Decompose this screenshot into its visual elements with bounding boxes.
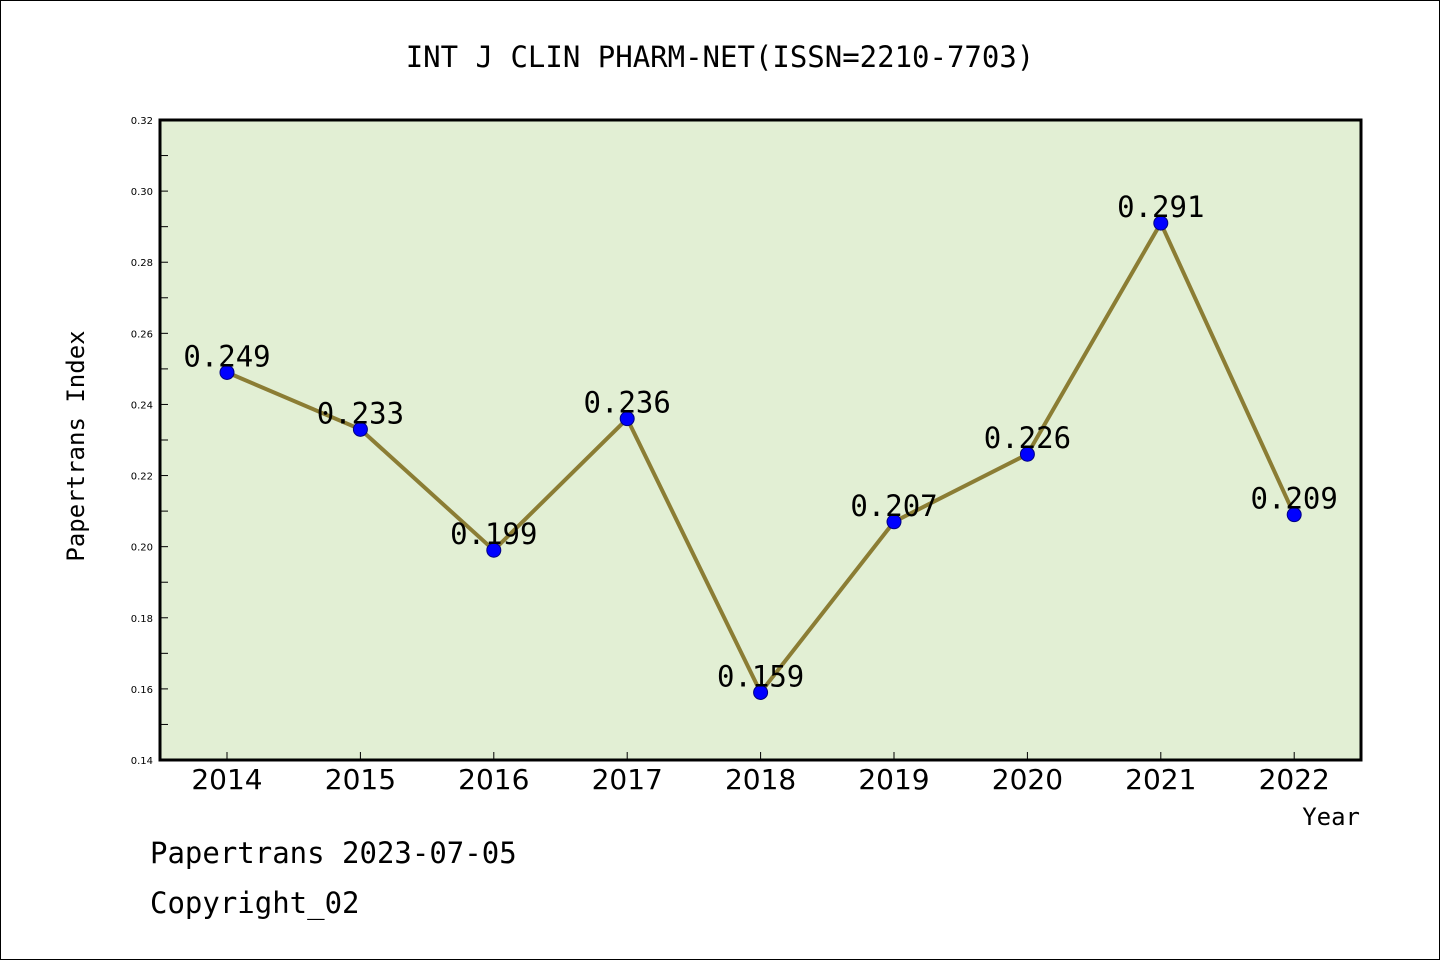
data-label: 0.226 [984, 421, 1071, 455]
x-tick-label: 2017 [592, 763, 663, 796]
y-tick-label: 0.30 [131, 187, 153, 198]
y-tick-label: 0.20 [131, 543, 153, 554]
y-tick-label: 0.14 [131, 756, 153, 767]
data-labels: 0.249 0.233 0.199 0.236 0.159 0.207 0.226 0.291… [183, 190, 1338, 693]
data-label: 0.249 [183, 339, 270, 373]
x-tick-label: 2015 [325, 763, 396, 796]
y-tick-label: 0.32 [131, 116, 153, 127]
y-axis: 0.14 0.16 0.18 0.20 0.22 0.24 0.26 0.28 0.30 0.32 [131, 116, 168, 767]
x-axis: 2014 2015 2016 2017 2018 2019 2020 2021 2022 [191, 752, 1330, 796]
y-tick-label: 0.24 [131, 400, 153, 411]
data-point [753, 684, 769, 700]
data-label: 0.291 [1117, 190, 1204, 224]
data-label: 0.233 [317, 396, 404, 430]
data-label: 0.159 [717, 659, 804, 693]
data-point [352, 421, 368, 437]
data-label: 0.207 [850, 489, 937, 523]
x-tick-label: 2016 [458, 763, 529, 796]
data-point [619, 411, 635, 427]
x-tick-label: 2019 [858, 763, 929, 796]
data-point [886, 514, 902, 530]
data-point [1019, 446, 1035, 462]
data-point [219, 364, 235, 380]
y-tick-label: 0.22 [131, 472, 153, 483]
y-tick-label: 0.28 [131, 258, 153, 269]
data-point [1286, 507, 1302, 523]
data-label: 0.199 [450, 517, 537, 551]
y-tick-label: 0.26 [131, 329, 153, 340]
x-tick-label: 2014 [191, 763, 262, 796]
x-tick-label: 2018 [725, 763, 796, 796]
x-tick-label: 2021 [1125, 763, 1196, 796]
data-label: 0.209 [1251, 482, 1338, 516]
chart-title: INT J CLIN PHARM-NET(ISSN=2210-7703) [406, 40, 1035, 74]
y-tick-label: 0.18 [131, 614, 153, 625]
data-label: 0.236 [584, 386, 671, 420]
x-axis-label: Year [1302, 803, 1360, 831]
copyright-note: Copyright_02 [150, 886, 360, 920]
x-tick-label: 2022 [1259, 763, 1330, 796]
data-point [486, 542, 502, 558]
series-markers [219, 215, 1302, 700]
y-axis-label: Papertrans Index [62, 330, 90, 561]
source-note: Papertrans 2023-07-05 [150, 836, 517, 870]
y-tick-label: 0.16 [131, 685, 153, 696]
x-tick-label: 2020 [992, 763, 1063, 796]
data-point [1153, 215, 1169, 231]
